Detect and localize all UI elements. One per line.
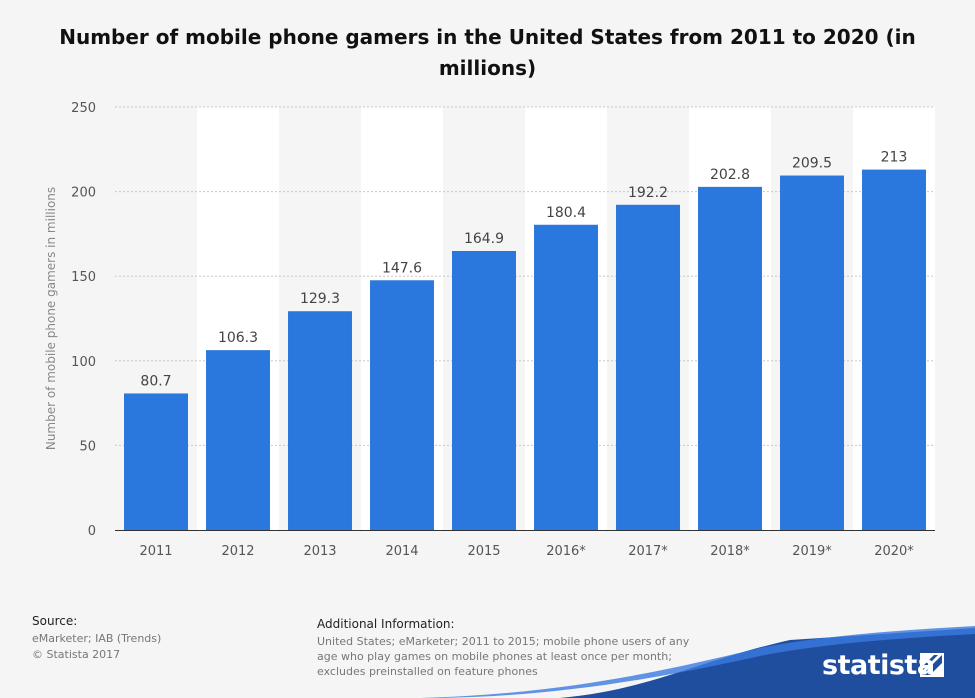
bar-value-label: 129.3 xyxy=(300,291,340,307)
source-line: eMarketer; IAB (Trends) xyxy=(32,632,162,645)
x-tick-label: 2014 xyxy=(385,544,418,559)
x-tick-label: 2017* xyxy=(628,544,668,559)
bar-chart: 80.7 106.3 129.3 147.6 164.9 180.4 192.2 202.8 2… xyxy=(44,101,935,559)
bar xyxy=(452,250,516,530)
y-axis-label: Number of mobile phone gamers in million… xyxy=(44,187,58,450)
bar xyxy=(124,393,188,530)
bar-value-label: 209.5 xyxy=(792,156,832,172)
y-tick-label: 200 xyxy=(71,186,96,201)
x-axis-ticks: 2011 2012 2013 2014 2015 2016* 2017* 2018* 2019*… xyxy=(139,544,914,559)
x-tick-label: 2013 xyxy=(303,544,336,559)
bar-value-label: 192.2 xyxy=(628,185,668,201)
bar xyxy=(616,204,680,530)
bar-value-label: 213 xyxy=(881,150,908,166)
bar xyxy=(698,186,762,530)
y-tick-label: 150 xyxy=(71,270,96,285)
bar xyxy=(206,350,270,530)
bar xyxy=(288,311,352,530)
bar-value-label: 80.7 xyxy=(140,373,171,389)
y-tick-label: 250 xyxy=(71,101,96,116)
source-text: eMarketer; IAB (Trends) © Statista 2017 xyxy=(32,631,161,663)
chart-title: Number of mobile phone gamers in the Uni… xyxy=(59,25,916,80)
statista-wordmark: statista xyxy=(822,650,935,681)
value-labels: 80.7 106.3 129.3 147.6 164.9 180.4 192.2 202.8 2… xyxy=(140,150,907,390)
bar-value-label: 106.3 xyxy=(218,330,258,346)
x-tick-label: 2015 xyxy=(467,544,500,559)
bar-value-label: 202.8 xyxy=(710,167,750,183)
bar-value-label: 180.4 xyxy=(546,205,586,221)
bar-value-label: 147.6 xyxy=(382,260,422,276)
bar xyxy=(534,224,598,531)
x-tick-label: 2018* xyxy=(710,544,750,559)
x-tick-label: 2020* xyxy=(874,544,914,559)
copyright-line: © Statista 2017 xyxy=(32,648,121,661)
bar xyxy=(370,280,434,530)
y-tick-label: 50 xyxy=(79,439,96,454)
y-axis-ticks: 0 50 100 150 200 250 xyxy=(71,101,96,539)
x-tick-label: 2012 xyxy=(221,544,254,559)
bar xyxy=(862,169,926,530)
bar xyxy=(780,175,844,530)
y-tick-label: 100 xyxy=(71,355,96,370)
x-tick-label: 2016* xyxy=(546,544,586,559)
x-tick-label: 2019* xyxy=(792,544,832,559)
additional-info-heading: Additional Information: xyxy=(317,617,455,631)
bar-value-label: 164.9 xyxy=(464,231,504,247)
y-tick-label: 0 xyxy=(88,524,96,539)
additional-info-text: United States; eMarketer; 2011 to 2015; … xyxy=(317,635,690,678)
source-heading: Source: xyxy=(32,614,78,628)
x-tick-label: 2011 xyxy=(139,544,172,559)
bars xyxy=(124,169,926,531)
